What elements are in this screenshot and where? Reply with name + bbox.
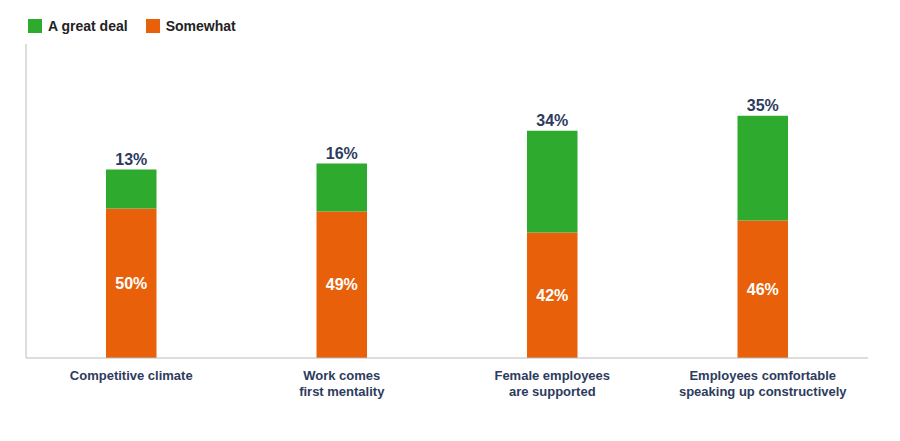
svg-text:46%: 46% <box>747 281 779 298</box>
svg-text:Employees comfortablespeaking: Employees comfortablespeaking up constru… <box>679 368 847 399</box>
html-text:A great deal: A great deal <box>48 18 128 34</box>
svg-text:34%: 34% <box>536 112 568 129</box>
html-text:Somewhat: Somewhat <box>165 18 236 34</box>
svg-text:Female employeesare supported: Female employeesare supported <box>494 368 610 399</box>
svg-text:16%: 16% <box>326 145 358 162</box>
svg-text:35%: 35% <box>747 97 779 114</box>
svg-text:Work comesfirst mentality: Work comesfirst mentality <box>299 368 385 399</box>
svg-text:42%: 42% <box>536 287 568 304</box>
svg-text:13%: 13% <box>115 151 147 168</box>
svg-text:Competitive climate: Competitive climate <box>70 368 193 383</box>
svg-text:49%: 49% <box>326 276 358 293</box>
svg-text:50%: 50% <box>115 275 147 292</box>
